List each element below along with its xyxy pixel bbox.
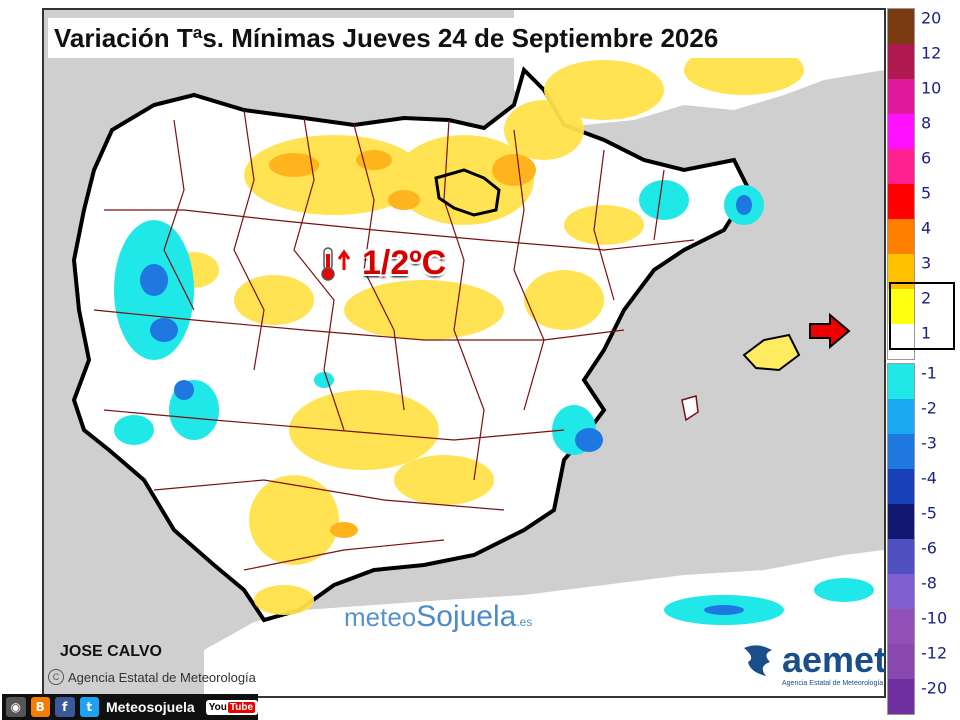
legend-label: 10 <box>921 78 942 97</box>
watermark-part3: .es <box>516 615 533 629</box>
legend-label: 6 <box>921 148 932 167</box>
legend-label: -3 <box>921 433 937 452</box>
strong-cold-areas <box>140 195 752 615</box>
aemet-logo: aemet Agencia Estatal de Meteorología <box>740 639 887 687</box>
color-legend: 20 12 10 8 6 5 4 3 2 1 -1 -2 -3 -4 -5 -6 -8 -10 -12 -20 <box>887 8 959 715</box>
instagram-icon[interactable]: ◉ <box>6 697 26 717</box>
strong-warm-areas <box>269 150 536 538</box>
legend-label: 5 <box>921 183 932 202</box>
watermark-part2: Sojuela <box>416 600 517 633</box>
legend-swatch <box>888 539 914 574</box>
legend-swatch <box>888 504 914 539</box>
legend-swatch <box>888 364 914 399</box>
legend-swatch <box>888 399 914 434</box>
legend-swatch <box>888 149 914 184</box>
legend-swatch <box>888 679 914 714</box>
legend-label: 2 <box>921 288 932 307</box>
map-panel <box>42 8 886 698</box>
watermark-part1: meteo <box>344 602 417 632</box>
legend-label: -6 <box>921 538 937 557</box>
la-rioja-outline <box>434 168 501 217</box>
youtube-text-b: Tube <box>227 701 256 713</box>
legend-swatch <box>888 324 914 359</box>
social-links-bar: ◉ B f t Meteosojuela You Tube <box>2 694 259 720</box>
aemet-emblem-icon <box>744 645 772 676</box>
legend-swatch <box>888 469 914 504</box>
aemet-logo-text: aemet <box>782 639 887 680</box>
legend-label: -8 <box>921 573 937 592</box>
copyright-credit: C Agencia Estatal de Meteorología <box>48 669 256 685</box>
legend-swatch <box>888 219 914 254</box>
legend-swatch <box>888 574 914 609</box>
meteosojuela-watermark: meteo Sojuela .es <box>344 600 532 634</box>
legend-label: -12 <box>921 643 948 662</box>
legend-swatch <box>888 44 914 79</box>
author-label: JOSE CALVO <box>60 643 162 660</box>
copyright-icon: C <box>48 669 64 685</box>
legend-label: 12 <box>921 43 942 62</box>
twitter-icon[interactable]: t <box>79 697 99 717</box>
legend-swatch <box>888 114 914 149</box>
province-borders <box>93 109 695 571</box>
youtube-icon[interactable]: You Tube <box>205 699 259 715</box>
legend-label: -5 <box>921 503 937 522</box>
arrow-right-icon <box>809 312 851 350</box>
thermometer-rising-icon <box>321 246 351 281</box>
iberia-anomaly-map <box>71 10 884 696</box>
legend-label: 4 <box>921 218 932 237</box>
map-title: Variación Tªs. Mínimas Jueves 24 de Sept… <box>48 18 860 58</box>
legend-swatch <box>888 644 914 679</box>
legend-label: 8 <box>921 113 932 132</box>
legend-swatch <box>888 434 914 469</box>
legend-label: -2 <box>921 398 937 417</box>
youtube-text-a: You <box>208 701 227 713</box>
blogger-icon[interactable]: B <box>30 697 50 717</box>
legend-swatch <box>888 9 914 44</box>
legend-label: 20 <box>921 8 942 27</box>
ibiza <box>681 395 699 422</box>
legend-swatch <box>888 609 914 644</box>
legend-swatch <box>888 289 914 324</box>
legend-label: -20 <box>921 678 948 697</box>
legend-label: -1 <box>921 363 937 382</box>
temperature-annotation: 1/2ºC <box>318 244 446 283</box>
facebook-icon[interactable]: f <box>55 697 75 717</box>
anomaly-value-label: 1/2ºC <box>362 244 447 282</box>
social-handle: Meteosojuela <box>106 699 195 715</box>
north-africa-land <box>204 550 884 696</box>
legend-swatch <box>888 79 914 114</box>
legend-label: -10 <box>921 608 948 627</box>
legend-cold-scale <box>887 363 915 715</box>
legend-label: -4 <box>921 468 937 487</box>
aemet-logo-subtitle: Agencia Estatal de Meteorología <box>782 680 884 687</box>
legend-swatch <box>888 184 914 219</box>
legend-highlight-box <box>889 282 955 350</box>
legend-label: 1 <box>921 323 932 342</box>
legend-label: 3 <box>921 253 932 272</box>
mallorca <box>742 333 801 372</box>
credit-text: Agencia Estatal de Meteorología <box>68 669 256 685</box>
